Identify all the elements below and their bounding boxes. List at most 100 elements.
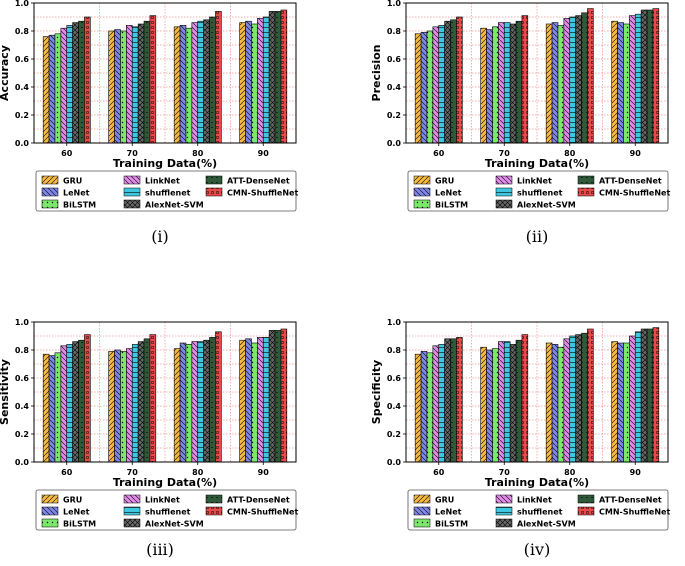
legend-swatch-alexnet-svm [495,199,513,209]
bar-cmn-shufflenet-70 [521,334,529,463]
bar-bilstm-80 [557,25,565,144]
gridlines [34,2,296,144]
bar-linknet-90 [257,337,264,463]
bar-shufflenet-80 [569,335,576,463]
bar-bilstm-90 [251,23,258,144]
legend-swatch-lenet [41,506,59,516]
bar-att-densenet-60 [78,20,85,144]
panel-caption: (i) [151,227,169,246]
bars [42,9,288,144]
bar-bilstm-60 [426,30,434,144]
plot-frame [33,2,297,144]
bar-shufflenet-90 [634,13,642,144]
bar-shufflenet-60 [66,25,73,144]
legend-label-att-densenet: ATT-DenseNet [227,496,290,505]
legend-box [35,489,297,531]
legend-box [407,489,669,531]
bar-att-densenet-70 [515,339,523,463]
legend-label-shufflenet: shufflenet [145,189,191,198]
y-tick-label: 0.6 [15,374,30,383]
bar-gru-70 [480,346,487,463]
legend-swatch-att-densenet [205,494,223,504]
bar-att-densenet-70 [143,338,151,463]
bar-linknet-80 [563,338,571,463]
legend-label-shufflenet: shufflenet [517,508,563,517]
legend-swatch-att-densenet [577,494,595,504]
plot-frame [33,321,297,463]
y-tick-label: 0.6 [15,55,30,64]
bar-att-densenet-80 [209,337,216,463]
bar-bilstm-60 [54,352,62,463]
bar-gru-70 [108,351,115,463]
bar-alexnet-svm-60 [444,338,451,463]
legend-label-bilstm: BiLSTM [63,520,96,529]
legend-label-lenet: LeNet [63,189,90,198]
bar-cmn-shufflenet-60 [456,337,463,463]
bar-bilstm-80 [185,344,193,463]
bar-lenet-60 [420,351,428,463]
y-axis-label: Accuracy [0,45,11,101]
bar-gru-70 [108,30,115,144]
chart-panel-4: 0.0 0.2 0.4 0.6 0.8 1.0 60 70 80 90 Training Data(… [370,318,670,559]
legend-label-cmn-shufflenet: CMN-ShuffleNet [227,189,298,198]
bar-cmn-shufflenet-60 [84,16,91,144]
bar-gru-60 [42,36,50,144]
bar-lenet-60 [420,32,428,144]
y-tick-label: 0.6 [387,55,402,64]
chart-panel-3: 0.0 0.2 0.4 0.6 0.8 1.0 60 70 80 90 Training Data(… [0,318,298,559]
bar-cmn-shufflenet-70 [521,15,529,144]
bar-alexnet-svm-80 [575,15,582,144]
x-tick-label: 70 [127,468,139,477]
bar-att-densenet-90 [274,330,282,463]
bar-cmn-shufflenet-60 [84,334,91,463]
bar-linknet-70 [498,22,505,144]
legend: GRU LinkNet ATT-DenseNet LeNet shufflenet CMN… [407,170,670,212]
bar-cmn-shufflenet-80 [587,328,594,463]
bar-cmn-shufflenet-80 [587,8,594,144]
y-tick-label: 0.8 [15,27,30,36]
legend-swatch-gru [413,175,431,185]
bar-lenet-60 [48,355,56,463]
bar-lenet-70 [486,29,493,144]
bar-att-densenet-90 [646,9,654,144]
legend-swatch-bilstm [413,199,431,209]
bar-bilstm-90 [251,342,258,463]
bar-alexnet-svm-90 [640,328,648,463]
bar-alexnet-svm-90 [640,9,648,144]
bar-alexnet-svm-70 [509,344,517,463]
bar-cmn-shufflenet-70 [149,334,157,463]
bar-gru-60 [42,353,50,463]
bar-shufflenet-90 [262,337,270,463]
bar-lenet-60 [48,34,56,144]
bar-lenet-90 [245,338,252,463]
bar-bilstm-80 [557,346,565,463]
legend: GRU LinkNet ATT-DenseNet LeNet shufflenet CMN… [35,170,298,212]
legend-label-alexnet-svm: AlexNet-SVM [145,201,204,210]
panel-caption: (iii) [146,540,174,559]
bar-linknet-60 [432,26,440,144]
x-axis-label: Training Data(%) [485,476,589,489]
legend-swatch-linknet [495,494,513,504]
bar-att-densenet-80 [581,332,588,463]
x-axis-label: Training Data(%) [113,476,217,489]
bar-lenet-90 [617,342,624,463]
x-tick-label: 70 [499,149,511,158]
legend-label-linknet: LinkNet [145,496,180,505]
bar-gru-90 [239,22,246,144]
y-axis-label: Specificity [370,360,383,424]
bar-cmn-shufflenet-90 [652,8,660,144]
bar-linknet-60 [60,27,68,144]
legend-swatch-shufflenet [495,187,513,197]
bar-gru-90 [239,339,246,463]
legend-swatch-alexnet-svm [495,518,513,528]
bar-lenet-80 [551,344,559,463]
legend-swatch-cmn-shufflenet [577,187,595,197]
bar-shufflenet-70 [503,22,511,144]
bar-bilstm-70 [492,26,499,144]
y-tick-label: 0.8 [387,346,402,355]
y-tick-label: 0.2 [15,430,29,439]
bar-bilstm-70 [120,351,127,463]
bar-shufflenet-90 [262,16,270,144]
bar-linknet-90 [257,18,264,144]
